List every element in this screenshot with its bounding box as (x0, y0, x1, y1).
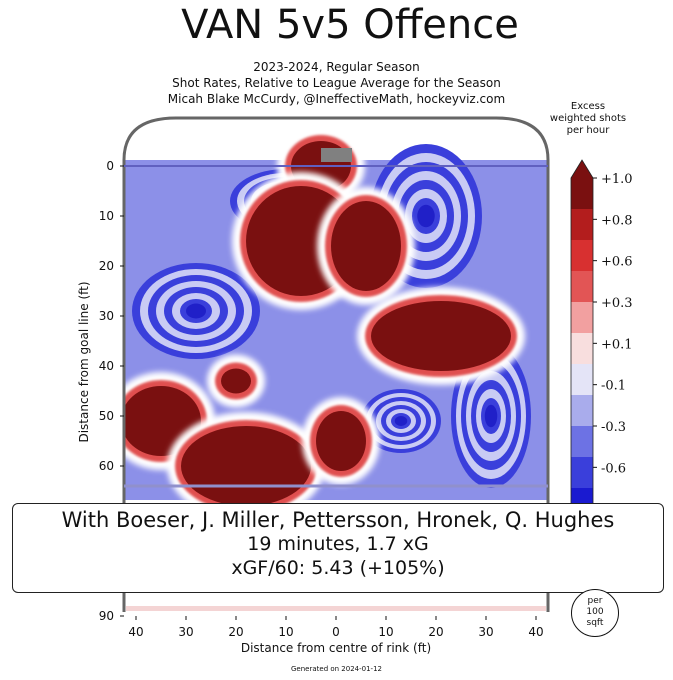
colorbar-title-line: Excess (570, 101, 606, 112)
colorbar-title-line: weighted shots (549, 113, 627, 124)
y-tick-label: 30 (99, 309, 114, 323)
subtitle-season: 2023-2024, Regular Season (253, 60, 420, 74)
colorbar-tick-label: +0.3 (601, 296, 633, 311)
colorbar-segment (571, 426, 593, 458)
cold-region (451, 344, 531, 488)
colorbar-tick-label: +1.0 (601, 172, 633, 187)
y-tick-label: 0 (106, 159, 114, 173)
y-tick-label: 40 (99, 359, 114, 373)
y-axis-label: Distance from goal line (ft) (77, 281, 91, 442)
x-tick-label: 20 (228, 625, 243, 639)
colorbar-segment (571, 333, 593, 365)
lineup-players: With Boeser, J. Miller, Pettersson, Hron… (61, 508, 615, 532)
goal-net (321, 148, 352, 162)
centre-line (126, 606, 546, 611)
colorbar-segment (571, 271, 593, 303)
colorbar-tick-label: -0.1 (601, 379, 626, 394)
lineup-time: 19 minutes, 1.7 xG (247, 533, 429, 555)
x-tick-label: 10 (378, 625, 393, 639)
y-tick-label: 90 (99, 609, 114, 623)
colorbar-tick-label: +0.1 (601, 337, 633, 352)
hot-region (302, 397, 380, 485)
rink-outline (122, 116, 550, 612)
subtitle-description: Shot Rates, Relative to League Average f… (172, 76, 501, 90)
lineup-xgf: xGF/60: 5.43 (+105%) (231, 557, 445, 579)
y-tick-label: 60 (99, 459, 114, 473)
generated-date: Generated on 2024-01-12 (291, 665, 382, 673)
units-line: sqft (586, 618, 604, 628)
colorbar-segment (571, 457, 593, 489)
hot-region (207, 354, 265, 408)
rink-boards (122, 116, 550, 612)
colorbar-segment (571, 302, 593, 334)
hot-region (357, 287, 525, 385)
x-tick-label: 40 (528, 625, 543, 639)
colorbar-title: Excess weighted shots per hour (548, 101, 628, 137)
colorbar-segment (571, 395, 593, 427)
cold-region (361, 389, 441, 453)
hot-region (317, 187, 415, 305)
colorbar-title-line: per hour (566, 125, 610, 136)
y-tick-label: 10 (99, 209, 114, 223)
units-line: 100 (586, 607, 604, 617)
colorbar-top-cap (571, 160, 593, 178)
lineup-info-box: With Boeser, J. Miller, Pettersson, Hron… (12, 503, 664, 593)
colorbar-tick-label: +0.8 (601, 213, 633, 228)
colorbar-tick-label: -0.3 (601, 420, 626, 435)
x-tick-label: 0 (332, 625, 340, 639)
axes: 40 30 20 10 0 10 20 30 40 0 10 20 30 40 50 60 90 (99, 159, 544, 639)
x-axis-label: Distance from centre of rink (ft) (241, 641, 431, 655)
cold-region (132, 263, 260, 359)
x-tick-label: 30 (478, 625, 493, 639)
units-badge: per 100 sqft (570, 589, 620, 637)
subtitle-author: Micah Blake McCurdy, @IneffectiveMath, h… (167, 92, 506, 106)
colorbar-tick-label: -0.6 (601, 461, 626, 476)
page-title: VAN 5v5 Offence (181, 2, 519, 48)
y-tick-label: 50 (99, 409, 114, 423)
colorbar-segment (571, 364, 593, 396)
x-tick-label: 30 (178, 625, 193, 639)
y-tick-label: 20 (99, 259, 114, 273)
colorbar-segment (571, 178, 593, 210)
heatmap-field (124, 118, 548, 612)
x-tick-label: 40 (128, 625, 143, 639)
colorbar-segment (571, 240, 593, 272)
x-tick-label: 20 (428, 625, 443, 639)
colorbar-tick-label: +0.6 (601, 255, 633, 270)
units-circle (571, 589, 619, 637)
colorbar-segment (571, 209, 593, 241)
x-tick-label: 10 (278, 625, 293, 639)
units-line: per (587, 596, 603, 606)
